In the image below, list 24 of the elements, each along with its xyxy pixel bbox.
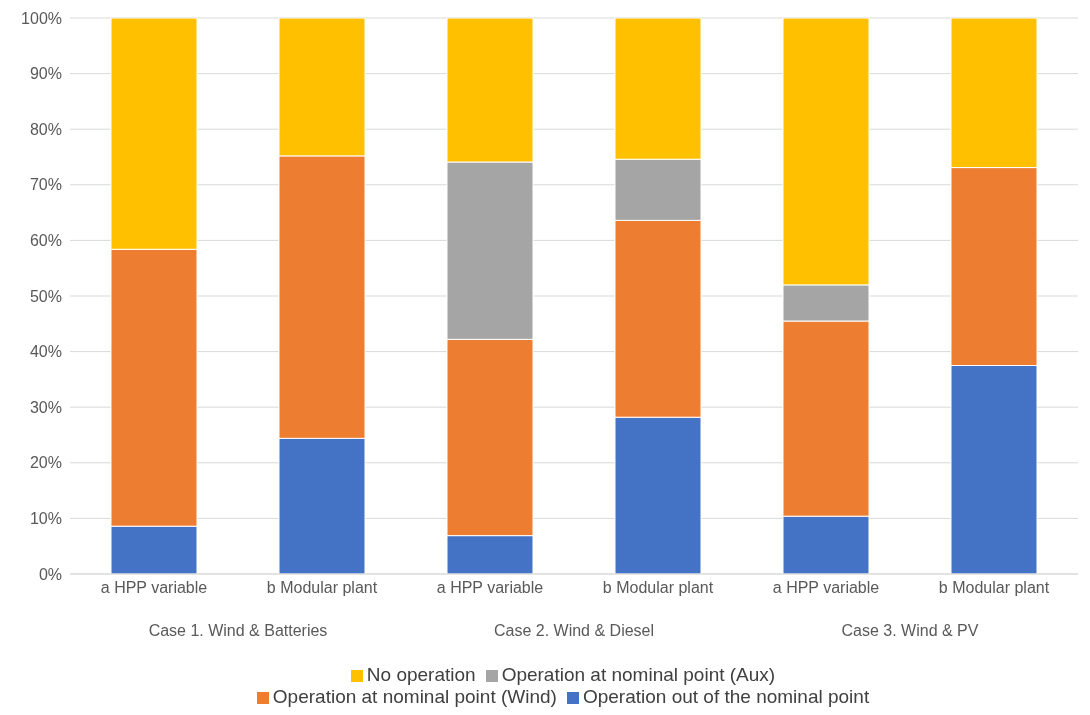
x-tick-label: b Modular plant [938,579,1050,597]
y-tick-label: 80% [29,120,62,138]
y-tick-label: 0% [38,565,62,583]
legend-label: Operation at nominal point (Wind) [272,686,557,707]
x-tick-label: a HPP variable [100,579,208,597]
legend-label: Operation at nominal point (Aux) [501,664,776,685]
x-tick-label: b Modular plant [602,579,714,597]
y-tick-label: 40% [29,343,62,361]
legend-label: No operation [366,664,476,685]
x-tick-label: a HPP variable [772,579,880,597]
y-tick-label: 70% [29,176,62,194]
y-tick-label: 10% [29,510,62,528]
y-tick-label: 90% [29,65,62,83]
y-tick-label: 30% [29,398,62,416]
text: Case 1. Wind & Batteries [148,622,328,639]
y-tick-label: 60% [29,232,62,250]
y-tick-label: 50% [29,287,62,305]
y-tick-label: 20% [29,454,62,472]
text: Case 3. Wind & PV [841,622,979,639]
x-tick-label: a HPP variable [436,579,544,597]
text: Case 2. Wind & Diesel [493,622,655,639]
y-tick-label: 100% [21,9,62,27]
legend-label: Operation out of the nominal point [582,686,870,707]
x-tick-label: b Modular plant [266,579,378,597]
